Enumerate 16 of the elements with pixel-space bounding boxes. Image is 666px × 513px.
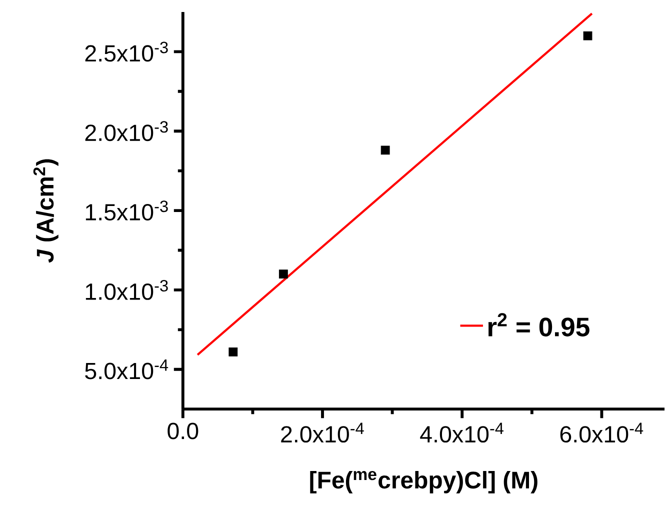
y-tick-label: 1.0x10$^{-3}$ bbox=[86, 280, 168, 300]
x-tick-label: 4.0x10$^{-4}$ bbox=[420, 422, 504, 443]
y-tick-label: 1.5x10$^{-3}$ bbox=[86, 200, 168, 221]
x-axis-title: [Fe($^{me}$crebpy)Cl] (M) bbox=[310, 471, 538, 494]
legend-label: r$^{2}$ = 0.95 bbox=[488, 313, 590, 337]
point bbox=[583, 31, 592, 40]
y-axis-title: J (A/cm$^{2}$) bbox=[33, 159, 58, 263]
x-tick-label: 2.0x10$^{-4}$ bbox=[281, 422, 364, 443]
point bbox=[228, 348, 238, 356]
point bbox=[278, 270, 288, 279]
x-tick-label: 0.0 bbox=[168, 422, 198, 440]
y-tick-label: 2.0x10$^{-3}$ bbox=[85, 121, 168, 142]
point bbox=[380, 146, 390, 155]
y-tick-label: 2.5x10$^{-3}$ bbox=[85, 42, 168, 62]
x-tick-label: 6.0x10$^{-4}$ bbox=[560, 422, 644, 443]
y-tick-label: 5.0x10$^{-4}$ bbox=[85, 360, 168, 380]
